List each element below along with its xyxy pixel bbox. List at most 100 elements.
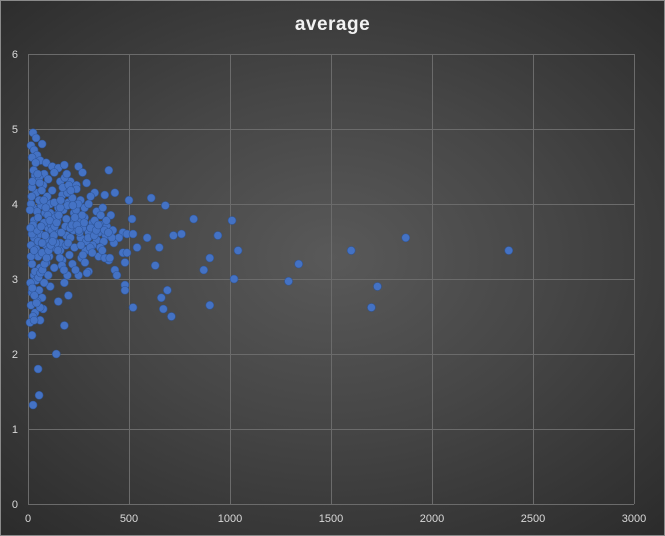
data-point [82, 268, 92, 278]
data-point [27, 259, 37, 269]
data-point [142, 233, 152, 243]
y-tick-label: 3 [12, 274, 18, 286]
data-point [189, 214, 198, 224]
data-point [52, 218, 61, 228]
y-tick-label: 4 [12, 199, 18, 211]
data-point [68, 201, 78, 210]
data-point [169, 231, 178, 240]
data-point [233, 246, 243, 255]
data-point [199, 265, 209, 275]
data-point [41, 203, 51, 213]
data-point [53, 246, 63, 255]
data-point [55, 253, 65, 263]
data-point [124, 195, 134, 205]
data-point [27, 330, 37, 340]
data-point [63, 238, 73, 248]
data-point [42, 253, 51, 263]
data-point [47, 186, 57, 195]
data-point [128, 303, 138, 312]
data-point [146, 193, 156, 203]
data-point [32, 298, 41, 308]
data-point [86, 192, 95, 201]
data-point [346, 246, 356, 255]
data-point [78, 250, 88, 260]
data-point [31, 133, 41, 143]
data-point [48, 237, 57, 246]
data-point [62, 169, 72, 179]
data-point [127, 214, 137, 224]
x-tick-label: 1500 [319, 513, 343, 525]
data-point [64, 291, 73, 300]
data-point [163, 285, 172, 295]
data-point [155, 243, 164, 252]
data-point [76, 240, 86, 250]
data-point [59, 265, 69, 275]
data-point [30, 291, 39, 300]
data-point [37, 238, 47, 248]
data-point [177, 229, 186, 239]
data-point [66, 186, 76, 195]
data-point [40, 231, 50, 240]
x-tick-label: 3000 [622, 513, 646, 525]
data-point [27, 192, 36, 201]
data-point [105, 253, 115, 263]
data-point [49, 168, 59, 177]
x-tick-label: 1000 [218, 513, 242, 525]
data-point [294, 259, 303, 269]
y-tick-label: 1 [12, 424, 18, 436]
data-point [28, 283, 37, 293]
data-point [79, 218, 89, 228]
data-point [213, 231, 223, 240]
data-point [87, 248, 97, 258]
data-point [100, 190, 110, 200]
data-point [93, 220, 103, 230]
data-point [132, 243, 142, 252]
data-point [157, 293, 166, 303]
x-tick-label: 2500 [521, 513, 545, 525]
y-tick-label: 2 [12, 349, 18, 361]
data-point [229, 274, 239, 284]
data-point [65, 250, 74, 260]
data-point [80, 258, 90, 267]
data-point [227, 216, 237, 225]
data-point [37, 186, 47, 195]
data-point [205, 253, 215, 263]
data-point [60, 321, 69, 330]
data-point [98, 203, 108, 213]
x-tick-label: 2000 [420, 513, 444, 525]
data-point [60, 160, 69, 170]
data-point [122, 248, 132, 258]
data-point [26, 223, 35, 233]
data-point [28, 400, 38, 410]
data-point [35, 178, 45, 188]
data-point [33, 169, 42, 179]
data-point [49, 263, 59, 273]
y-tick-label: 6 [12, 49, 18, 61]
data-point [504, 246, 514, 255]
data-point [39, 195, 49, 205]
data-point [161, 201, 170, 210]
data-point [167, 312, 176, 321]
data-point [159, 304, 168, 314]
data-point [43, 270, 53, 280]
data-point [54, 210, 64, 220]
data-point [110, 188, 120, 198]
data-point [74, 162, 83, 171]
data-point [51, 349, 61, 359]
data-point [34, 390, 44, 400]
data-point [373, 282, 382, 291]
data-point [77, 210, 87, 220]
data-point [70, 213, 80, 222]
data-point [36, 222, 46, 231]
data-point [25, 205, 35, 215]
data-point [104, 165, 114, 175]
data-point [112, 270, 122, 280]
data-point [367, 303, 376, 312]
data-point [401, 233, 411, 243]
data-point [60, 278, 69, 288]
data-point [29, 246, 39, 255]
y-tick-label: 0 [12, 499, 18, 511]
data-point [98, 246, 107, 255]
